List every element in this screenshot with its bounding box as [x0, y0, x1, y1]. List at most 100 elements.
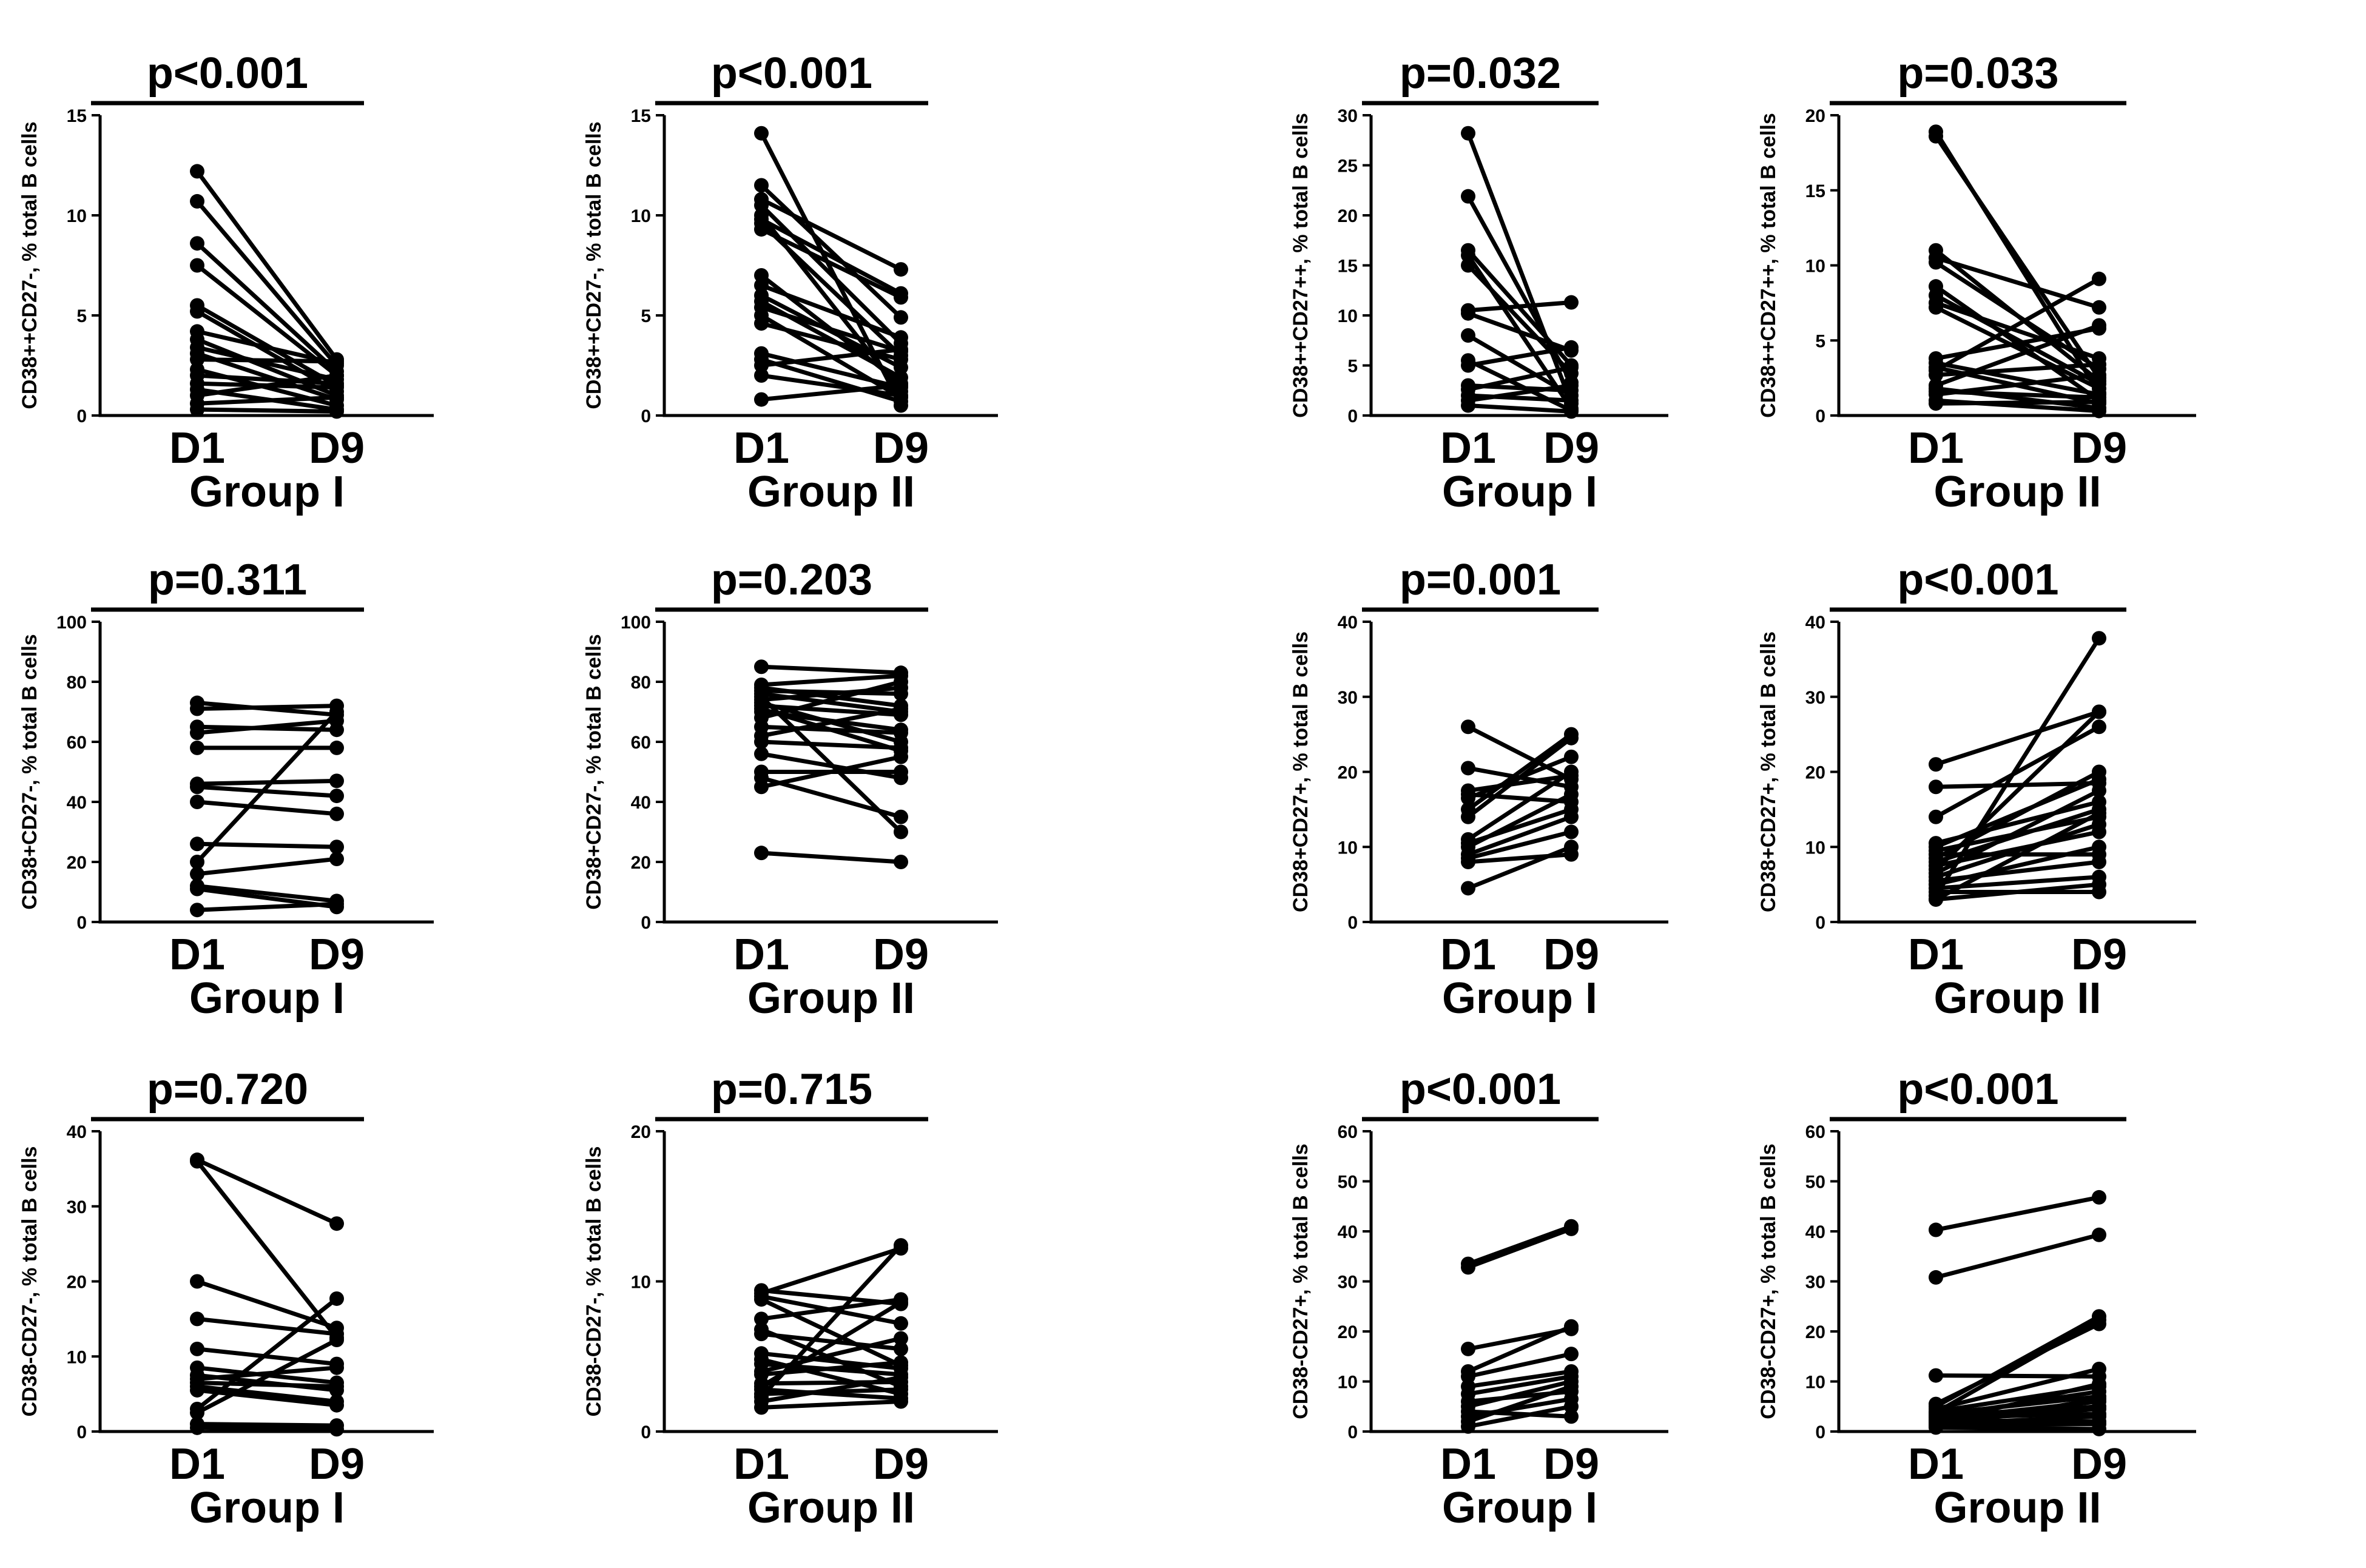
chart-11-point-D1-2: [1461, 1260, 1475, 1275]
chart-2-series-line-8: [760, 227, 902, 300]
chart-5-point-D1-11: [190, 866, 204, 881]
chart-9-point-D1-13: [190, 1405, 204, 1421]
chart-7-point-D9-7: [1564, 730, 1579, 745]
chart-4-series-line-20: [1935, 400, 2100, 406]
chart-3-series-line-9: [1467, 358, 1572, 412]
chart-8-point-D9-20: [2092, 806, 2106, 821]
chart-2-point-D1-8: [754, 222, 769, 237]
chart-11-xtick-D1: D1: [1440, 1440, 1496, 1489]
chart-8-series-line-12: [1935, 789, 2100, 875]
chart-6-series-line-19: [761, 755, 902, 789]
chart-3-point-D1-2: [1461, 189, 1475, 204]
chart-2-point-D9-10: [894, 330, 908, 345]
chart-6-ylabel: CD38+CD27-, % total B cells: [582, 634, 605, 909]
chart-3-xtick-D9: D9: [1543, 424, 1599, 473]
chart-4-series-line-13: [1935, 277, 2100, 372]
chart-4-xlabel: Group II: [1934, 468, 2101, 516]
chart-10-point-D1-19: [754, 1400, 769, 1415]
chart-2-series-line-18: [761, 347, 902, 368]
chart-6-series-line-14: [761, 707, 902, 738]
chart-11-point-D9-13: [1564, 1399, 1579, 1414]
chart-2-series-line-16: [761, 351, 902, 390]
chart-1-point-D1-6: [190, 304, 204, 319]
chart-8-series-line-11: [1934, 710, 2101, 871]
chart-9-ylabel: CD38-CD27-, % total B cells: [18, 1146, 41, 1417]
chart-9-xtick-D9: D9: [309, 1440, 365, 1489]
chart-11-series-line-12: [1467, 1384, 1572, 1424]
chart-8-series-line-15: [1935, 844, 2100, 887]
chart-5-series-line-6: [197, 778, 337, 786]
chart-10-point-D9-7: [894, 1341, 908, 1356]
chart-3-ytick-label-1: 5: [1347, 357, 1358, 377]
chart-1-point-D1-1: [190, 164, 204, 179]
chart-12-point-D1-3: [1929, 1368, 1943, 1383]
chart-10-ytick-label-0: 0: [641, 1422, 651, 1442]
chart-1-series-line-9: [197, 345, 337, 382]
chart-7-point-D9-12: [1564, 824, 1579, 840]
chart-5-point-D9-6: [329, 773, 344, 789]
chart-6-xtick-D9: D9: [873, 930, 929, 979]
chart-4-series-line-9: [1935, 305, 2100, 391]
chart-7-series-line-8: [1467, 770, 1572, 841]
chart-8-point-D1-1: [1929, 757, 1943, 772]
chart-4-point-D9-20: [2092, 394, 2106, 409]
chart-12-point-D1-2: [1929, 1270, 1943, 1285]
chart-1-point-D1-4: [190, 258, 204, 273]
chart-1-ytick-label-0: 0: [76, 406, 87, 426]
chart-11-ytick-label-4: 40: [1338, 1222, 1358, 1242]
chart-2-xtick-D1: D1: [733, 424, 789, 473]
chart-5-point-D9-7: [329, 789, 344, 804]
chart-8-series-line-20: [1935, 811, 2100, 901]
chart-1-point-D9-17: [329, 390, 344, 405]
chart-9-point-D1-3: [190, 1274, 204, 1289]
chart-6: 0 20 40 60 80 100 CD38+CD27-, % total B cells p…: [582, 556, 998, 1023]
chart-10-pvalue: p=0.715: [711, 1065, 872, 1114]
chart-2-point-D9-2: [894, 310, 908, 325]
chart-4-ytick-label-3: 15: [1805, 181, 1825, 201]
chart-3-point-D9-12: [1564, 360, 1579, 375]
chart-6-point-D9-13: [894, 725, 908, 741]
chart-9-point-D1-4: [190, 1311, 204, 1327]
chart-8-xtick-D1: D1: [1908, 930, 1964, 979]
chart-11-point-D1-5: [1461, 1369, 1475, 1384]
chart-2-point-D1-9: [754, 268, 769, 283]
chart-1-xtick-D9: D9: [309, 424, 365, 473]
chart-7-xlabel: Group I: [1442, 974, 1597, 1023]
chart-12-xlabel: Group II: [1934, 1484, 2101, 1532]
chart-6-ytick-label-3: 60: [631, 733, 651, 753]
chart-7-point-D1-13: [1461, 855, 1475, 869]
chart-6-point-D9-12: [894, 675, 908, 689]
chart-1-pvalue: p<0.001: [147, 49, 308, 98]
chart-5-ytick-label-1: 20: [67, 853, 87, 873]
chart-12-series-line-16: [1935, 1382, 2100, 1425]
chart-2-ytick-label-1: 5: [641, 306, 651, 326]
chart-3-series-line-6: [1468, 300, 1572, 313]
chart-6-series-line-13: [761, 724, 902, 735]
chart-7-series-line-14: [1467, 845, 1572, 890]
chart-11: 0 10 20 30 40 50 60 CD38-CD27+, % total B cells…: [1289, 1065, 1668, 1532]
chart-4-series-line-4: [1935, 255, 2100, 310]
chart-12-point-D9-1: [2092, 1189, 2106, 1205]
chart-6-point-D9-14: [894, 701, 908, 716]
chart-9-point-D1-5: [190, 1341, 204, 1356]
chart-9-series-line-2: [195, 1160, 339, 1339]
chart-8-ytick-label-2: 20: [1805, 763, 1825, 783]
chart-9-ytick-label-0: 0: [76, 1422, 87, 1442]
chart-8-pvalue: p<0.001: [1897, 556, 2058, 604]
chart-7-ytick-label-2: 20: [1338, 763, 1358, 783]
chart-5-pvalue: p=0.311: [148, 556, 307, 604]
chart-11-series-line-13: [1468, 1404, 1572, 1429]
chart-10-xtick-D9: D9: [873, 1440, 929, 1489]
chart-6-series-line-15: [761, 739, 902, 750]
chart-12-series-line-19: [1935, 1396, 2100, 1429]
chart-10-series-line-6: [760, 1327, 902, 1388]
chart-5-point-D1-5: [190, 740, 204, 755]
chart-3-ytick-label-5: 25: [1338, 156, 1358, 177]
chart-12-point-D9-2: [2092, 1227, 2106, 1242]
chart-8-point-D1-2: [1929, 779, 1943, 795]
chart-12-point-D9-8: [2092, 1313, 2106, 1328]
chart-5-point-D1-14: [190, 903, 204, 918]
chart-12-series-line-5: [1935, 1314, 2100, 1408]
chart-1-series-line-3: [195, 241, 339, 373]
